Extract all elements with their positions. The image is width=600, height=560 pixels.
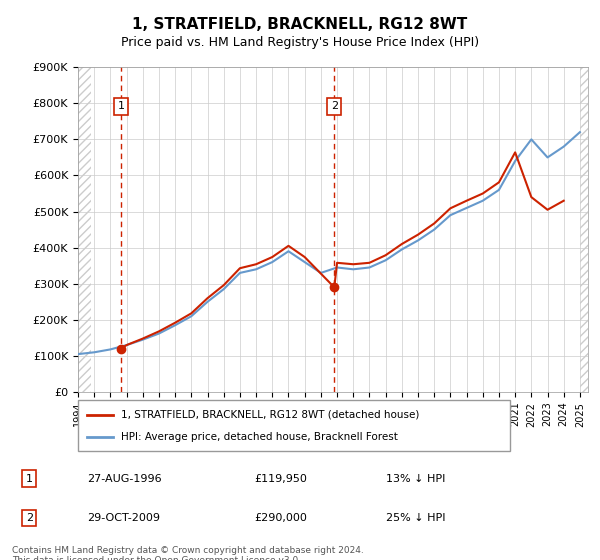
Text: 2: 2: [331, 101, 338, 111]
Text: 1: 1: [118, 101, 124, 111]
Text: 27-AUG-1996: 27-AUG-1996: [87, 474, 161, 484]
Text: 1: 1: [26, 474, 33, 484]
Text: 13% ↓ HPI: 13% ↓ HPI: [386, 474, 446, 484]
Text: Contains HM Land Registry data © Crown copyright and database right 2024.
This d: Contains HM Land Registry data © Crown c…: [12, 546, 364, 560]
Text: £290,000: £290,000: [254, 513, 307, 523]
Text: 25% ↓ HPI: 25% ↓ HPI: [386, 513, 446, 523]
Bar: [78, 67, 91, 392]
FancyBboxPatch shape: [78, 400, 510, 451]
Text: Price paid vs. HM Land Registry's House Price Index (HPI): Price paid vs. HM Land Registry's House …: [121, 36, 479, 49]
Text: 1, STRATFIELD, BRACKNELL, RG12 8WT (detached house): 1, STRATFIELD, BRACKNELL, RG12 8WT (deta…: [121, 409, 419, 419]
Text: 29-OCT-2009: 29-OCT-2009: [87, 513, 160, 523]
Text: £119,950: £119,950: [254, 474, 307, 484]
Text: 2: 2: [26, 513, 33, 523]
Bar: [580, 67, 588, 392]
Text: HPI: Average price, detached house, Bracknell Forest: HPI: Average price, detached house, Brac…: [121, 432, 398, 442]
Text: 1, STRATFIELD, BRACKNELL, RG12 8WT: 1, STRATFIELD, BRACKNELL, RG12 8WT: [133, 17, 467, 32]
